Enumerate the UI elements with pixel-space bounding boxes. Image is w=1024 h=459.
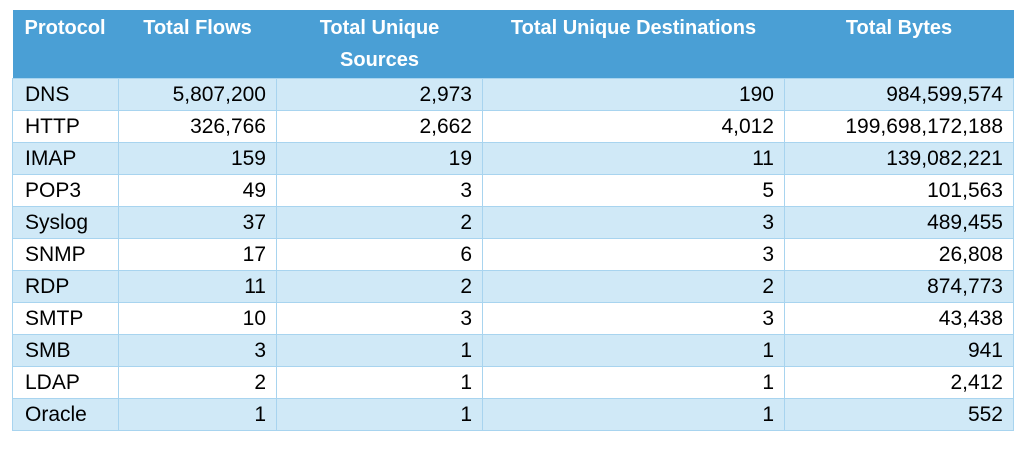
cell-total-flows: 2 xyxy=(118,366,277,399)
cell-unique-destinations: 2 xyxy=(482,270,785,303)
cell-protocol: SMTP xyxy=(12,302,119,335)
header-row: Protocol Total Flows Total Unique Source… xyxy=(12,10,1014,79)
cell-total-bytes: 984,599,574 xyxy=(784,78,1014,111)
cell-total-bytes: 941 xyxy=(784,334,1014,367)
header-total-unique-sources: Total Unique Sources xyxy=(276,10,483,79)
cell-total-flows: 11 xyxy=(118,270,277,303)
table-row: Oracle 1 1 1 552 xyxy=(12,398,1014,431)
cell-total-bytes: 489,455 xyxy=(784,206,1014,239)
table-row: Syslog 37 2 3 489,455 xyxy=(12,206,1014,239)
cell-unique-destinations: 1 xyxy=(482,398,785,431)
cell-total-bytes: 874,773 xyxy=(784,270,1014,303)
cell-unique-sources: 1 xyxy=(276,334,483,367)
cell-total-flows: 5,807,200 xyxy=(118,78,277,111)
cell-total-bytes: 26,808 xyxy=(784,238,1014,271)
cell-total-flows: 10 xyxy=(118,302,277,335)
cell-total-bytes: 139,082,221 xyxy=(784,142,1014,175)
cell-protocol: SMB xyxy=(12,334,119,367)
cell-protocol: RDP xyxy=(12,270,119,303)
cell-unique-sources: 19 xyxy=(276,142,483,175)
header-total-bytes: Total Bytes xyxy=(784,10,1014,79)
protocol-table-container: Protocol Total Flows Total Unique Source… xyxy=(12,10,1014,431)
cell-protocol: Oracle xyxy=(12,398,119,431)
cell-unique-sources: 3 xyxy=(276,302,483,335)
cell-total-flows: 326,766 xyxy=(118,110,277,143)
header-protocol: Protocol xyxy=(12,10,119,79)
cell-unique-sources: 2,973 xyxy=(276,78,483,111)
cell-unique-destinations: 3 xyxy=(482,238,785,271)
cell-total-flows: 1 xyxy=(118,398,277,431)
cell-protocol: LDAP xyxy=(12,366,119,399)
table-row: RDP 11 2 2 874,773 xyxy=(12,270,1014,303)
cell-unique-destinations: 190 xyxy=(482,78,785,111)
cell-total-flows: 37 xyxy=(118,206,277,239)
cell-total-flows: 3 xyxy=(118,334,277,367)
cell-protocol: Syslog xyxy=(12,206,119,239)
header-total-unique-destinations: Total Unique Destinations xyxy=(482,10,785,79)
cell-unique-destinations: 3 xyxy=(482,302,785,335)
table-row: POP3 49 3 5 101,563 xyxy=(12,174,1014,207)
cell-total-bytes: 2,412 xyxy=(784,366,1014,399)
cell-unique-destinations: 11 xyxy=(482,142,785,175)
header-total-flows: Total Flows xyxy=(118,10,277,79)
cell-protocol: POP3 xyxy=(12,174,119,207)
cell-total-flows: 49 xyxy=(118,174,277,207)
cell-total-bytes: 101,563 xyxy=(784,174,1014,207)
cell-unique-sources: 1 xyxy=(276,366,483,399)
table-header: Protocol Total Flows Total Unique Source… xyxy=(12,10,1014,79)
table-row: SMB 3 1 1 941 xyxy=(12,334,1014,367)
cell-unique-destinations: 5 xyxy=(482,174,785,207)
cell-protocol: DNS xyxy=(12,78,119,111)
cell-protocol: IMAP xyxy=(12,142,119,175)
table-row: SMTP 10 3 3 43,438 xyxy=(12,302,1014,335)
protocol-stats-table: Protocol Total Flows Total Unique Source… xyxy=(12,10,1014,431)
cell-unique-destinations: 4,012 xyxy=(482,110,785,143)
cell-unique-destinations: 1 xyxy=(482,334,785,367)
cell-protocol: SNMP xyxy=(12,238,119,271)
cell-unique-destinations: 3 xyxy=(482,206,785,239)
table-row: DNS 5,807,200 2,973 190 984,599,574 xyxy=(12,78,1014,111)
cell-unique-destinations: 1 xyxy=(482,366,785,399)
cell-total-flows: 17 xyxy=(118,238,277,271)
cell-unique-sources: 1 xyxy=(276,398,483,431)
cell-unique-sources: 2 xyxy=(276,206,483,239)
cell-unique-sources: 6 xyxy=(276,238,483,271)
table-row: LDAP 2 1 1 2,412 xyxy=(12,366,1014,399)
table-row: SNMP 17 6 3 26,808 xyxy=(12,238,1014,271)
cell-unique-sources: 2,662 xyxy=(276,110,483,143)
cell-total-flows: 159 xyxy=(118,142,277,175)
cell-protocol: HTTP xyxy=(12,110,119,143)
cell-total-bytes: 43,438 xyxy=(784,302,1014,335)
table-row: HTTP 326,766 2,662 4,012 199,698,172,188 xyxy=(12,110,1014,143)
cell-total-bytes: 552 xyxy=(784,398,1014,431)
cell-unique-sources: 3 xyxy=(276,174,483,207)
cell-unique-sources: 2 xyxy=(276,270,483,303)
table-body: DNS 5,807,200 2,973 190 984,599,574 HTTP 326,7… xyxy=(12,78,1014,431)
table-row: IMAP 159 19 11 139,082,221 xyxy=(12,142,1014,175)
cell-total-bytes: 199,698,172,188 xyxy=(784,110,1014,143)
